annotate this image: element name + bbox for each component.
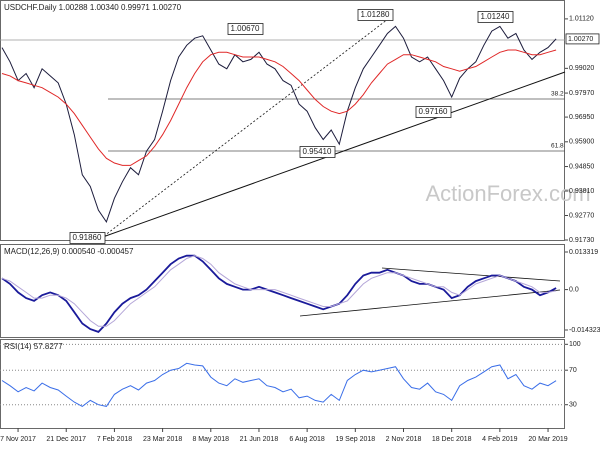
macd-title: MACD(12,26,9) 0.000540 -0.000457	[4, 247, 134, 256]
y-tick-label: 0.94850	[569, 163, 594, 170]
y-tick-label: 0.93810	[569, 188, 594, 195]
y-tick-label: 30	[569, 402, 577, 409]
series-line	[1, 362, 557, 407]
annotation-box	[69, 232, 106, 244]
annotation: 1.01280	[361, 10, 390, 19]
y-tick-label: 0.97970	[569, 90, 594, 97]
y-tick-label: 0.91730	[569, 237, 594, 244]
series-line	[1, 255, 557, 327]
x-tick-label: 6 Aug 2018	[289, 436, 325, 443]
price-frame	[0, 0, 565, 241]
x-tick-label: 23 Mar 2018	[143, 436, 182, 443]
y-tick-label: 0.013319	[569, 249, 598, 256]
x-tick-label: 7 Feb 2018	[97, 436, 133, 443]
y-tick-label: 0.95900	[569, 139, 594, 146]
y-tick-label: 0.92770	[569, 212, 594, 219]
annotation: 1.00670	[231, 24, 260, 33]
annotation: 38.2	[551, 91, 564, 98]
annotation: 0.91860	[73, 233, 102, 242]
y-tick-label: 0.99020	[569, 65, 594, 72]
annotation: 0.95410	[303, 147, 332, 156]
x-tick-label: 7 Nov 2017	[0, 436, 36, 443]
macd-trend-line	[299, 289, 561, 317]
annotation: 0.97160	[419, 107, 448, 116]
annotation-box	[415, 106, 452, 118]
annotation-box	[357, 9, 394, 21]
channel-line	[103, 15, 393, 237]
macd-frame	[0, 244, 565, 338]
y-tick-label: 0.96950	[569, 114, 594, 121]
last-price-box	[565, 33, 600, 45]
y-tick-label: 0.0	[569, 286, 579, 293]
last-price-label: 1.00270	[568, 36, 593, 43]
x-tick-label: 8 May 2018	[192, 436, 229, 443]
annotation-box	[477, 11, 514, 23]
y-tick-label: 70	[569, 367, 577, 374]
series-line	[1, 49, 557, 166]
y-tick-label: 1.01120	[569, 16, 594, 23]
annotation-box	[227, 23, 264, 35]
x-tick-label: 20 Mar 2019	[528, 436, 567, 443]
y-tick-label: 100	[569, 341, 581, 348]
x-tick-label: 21 Dec 2017	[46, 436, 86, 443]
x-tick-label: 19 Sep 2018	[335, 436, 375, 443]
series-line	[1, 254, 557, 333]
watermark: ActionForex.com	[425, 181, 590, 206]
rsi-title: RSI(14) 57.8277	[4, 342, 63, 351]
annotation: 61.8	[551, 143, 564, 150]
x-tick-label: 4 Feb 2019	[482, 436, 518, 443]
rsi-frame	[0, 339, 565, 429]
annotation: 1.01240	[481, 12, 510, 21]
x-tick-label: 2 Nov 2018	[386, 436, 422, 443]
annotation-box	[299, 146, 336, 158]
x-tick-label: 18 Dec 2018	[432, 436, 472, 443]
price-title: USDCHF.Daily 1.00288 1.00340 0.99971 1.0…	[4, 3, 182, 12]
series-line	[1, 25, 557, 224]
macd-trend-line	[381, 267, 561, 282]
y-tick-label: -0.014323	[569, 327, 600, 334]
x-tick-label: 21 Jun 2018	[240, 436, 279, 443]
